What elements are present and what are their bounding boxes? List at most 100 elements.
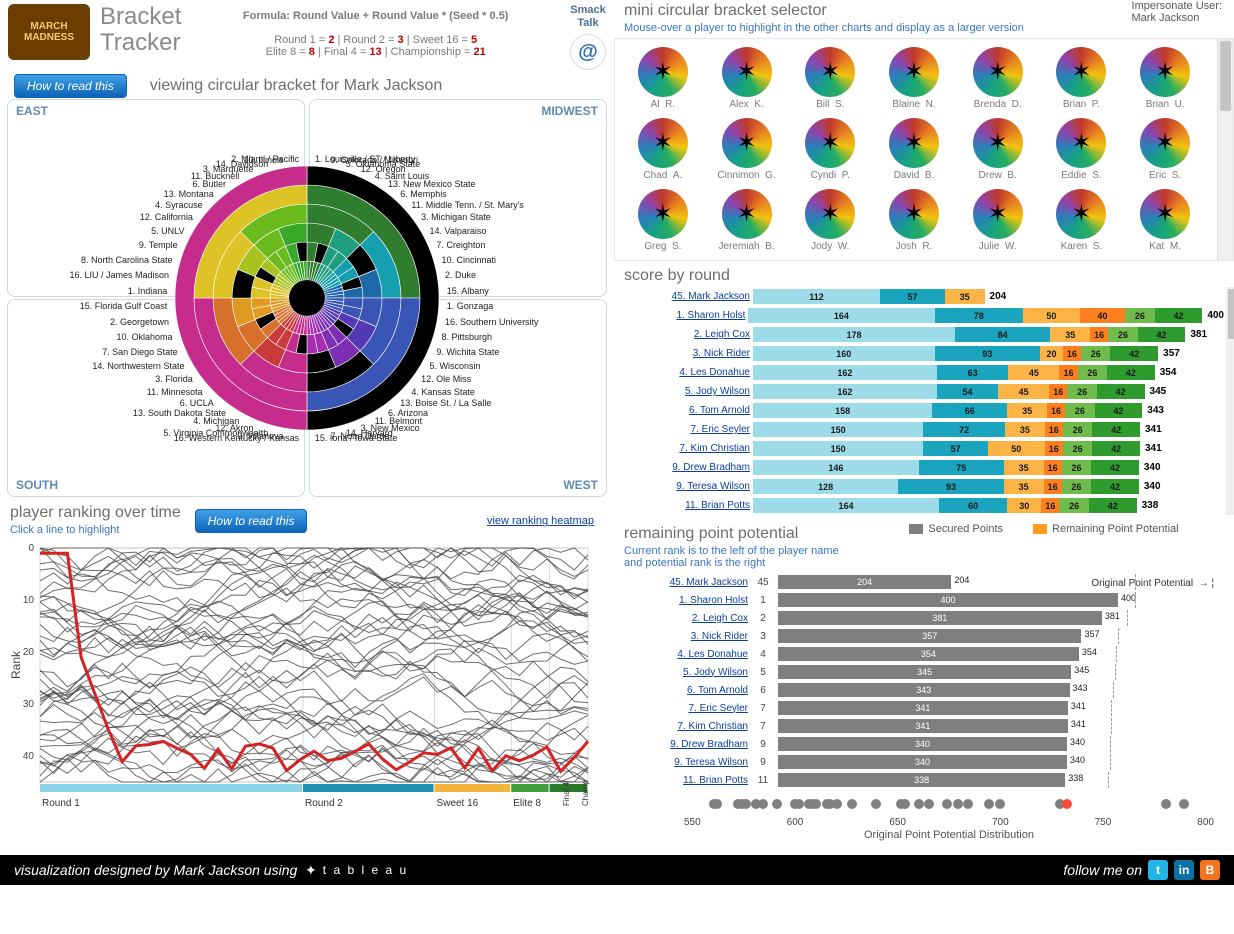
rpp-row[interactable]: 4. Les Donahue4354354 [624,645,1224,663]
distribution-dot[interactable] [995,799,1005,809]
distribution-dot[interactable] [847,799,857,809]
score-row[interactable]: 45. Mark Jackson1125735204 [624,287,1224,306]
distribution-dot[interactable] [741,799,751,809]
distribution-dot[interactable] [1179,799,1189,809]
mini-player-item[interactable]: Brian P. [1042,47,1122,110]
mini-player-item[interactable]: Karen S. [1042,189,1122,252]
rpp-row[interactable]: 5. Jody Wilson5345345 [624,663,1224,681]
mini-wheel-icon [722,189,772,239]
mini-player-item[interactable]: Chad A. [623,118,703,181]
rpp-row[interactable]: 7. Eric Seyler7341341 [624,699,1224,717]
svg-text:Sweet 16: Sweet 16 [437,798,479,809]
mini-player-item[interactable]: Josh R. [874,189,954,252]
distribution-dot[interactable] [1062,799,1072,809]
mini-player-item[interactable]: Eddie S. [1042,118,1122,181]
score-by-round-chart[interactable]: 45. Mark Jackson11257352041. Sharon Hols… [614,287,1234,515]
rpp-row[interactable]: 9. Teresa Wilson9340340 [624,753,1224,771]
mini-selector-hint: Mouse-over a player to highlight in the … [614,22,1234,38]
linkedin-icon[interactable]: in [1174,860,1194,880]
blogger-icon[interactable]: B [1200,860,1220,880]
mini-wheel-icon [889,47,939,97]
rpp-row[interactable]: 7. Kim Christian7341341 [624,717,1224,735]
mini-player-item[interactable]: David B. [874,118,954,181]
score-row[interactable]: 9. Teresa Wilson1289335162642340 [624,477,1224,496]
rpp-row[interactable]: 2. Leigh Cox2381381 [624,609,1224,627]
mini-player-item[interactable]: Brian U. [1125,47,1205,110]
rpp-row[interactable]: 9. Drew Bradham9340340 [624,735,1224,753]
rank-over-time-chart[interactable]: 010203040RankRound 1Round 2Sweet 16Elite… [10,542,604,815]
circular-bracket-chart[interactable]: EAST MIDWEST SOUTH WEST 1. Louisville / … [3,98,611,498]
rpp-row[interactable]: 1. Sharon Holst1400400 [624,591,1224,609]
rpp-row[interactable]: 6. Tom Arnold6343343 [624,681,1224,699]
mini-wheel-icon [805,189,855,239]
how-to-read-button[interactable]: How to read this [14,74,127,98]
rpp-row[interactable]: 3. Nick Rider3357357 [624,627,1224,645]
viewing-label: viewing circular bracket for Mark Jackso… [130,75,443,97]
score-row[interactable]: 4. Les Donahue1626345162642354 [624,363,1224,382]
scrollbar[interactable] [1217,39,1233,260]
distribution-dot[interactable] [900,799,910,809]
mini-selector-grid: Al R.Alex K.Bill S.Blaine N.Brenda D.Bri… [614,38,1234,261]
score-row[interactable]: 1. Sharon Holst1647850402642400 [624,306,1224,325]
score-row[interactable]: 9. Drew Bradham1467535162642340 [624,458,1224,477]
mini-player-item[interactable]: Cyndi P. [790,118,870,181]
mini-wheel-icon [1056,189,1106,239]
mini-wheel-icon [638,189,688,239]
mini-wheel-icon [1140,189,1190,239]
rpp-legend: Secured Points Remaining Point Potential [854,523,1234,537]
mini-player-item[interactable]: Julie W. [958,189,1038,252]
distribution-dot[interactable] [942,799,952,809]
mini-wheel-icon [1140,118,1190,168]
mini-player-item[interactable]: Al R. [623,47,703,110]
distribution-dot[interactable] [1161,799,1171,809]
mini-wheel-icon [889,189,939,239]
distribution-dot[interactable] [914,799,924,809]
mini-player-item[interactable]: Cinnimon G. [707,118,787,181]
logo-icon: MARCH MADNESS [8,4,90,60]
mini-player-item[interactable]: Jeremiah B. [707,189,787,252]
score-row[interactable]: 7. Kim Christian1505750162642341 [624,439,1224,458]
mini-wheel-icon [638,47,688,97]
rank-chart-hint: Click a line to highlight [10,524,181,540]
mini-player-item[interactable]: Alex K. [707,47,787,110]
score-by-round-title: score by round [614,261,1234,287]
score-row[interactable]: 3. Nick Rider1609320162642357 [624,344,1224,363]
score-row[interactable]: 5. Jody Wilson1625445162642345 [624,382,1224,401]
mini-player-item[interactable]: Drew B. [958,118,1038,181]
svg-text:30: 30 [23,699,35,710]
mini-wheel-icon [1056,118,1106,168]
rpp-row[interactable]: 45. Mark Jackson45204204Original Point P… [624,573,1224,591]
svg-text:Elite 8: Elite 8 [513,798,541,809]
view-heatmap-link[interactable]: view ranking heatmap [487,515,594,527]
rpp-row[interactable]: 11. Brian Potts11338338 [624,771,1224,789]
mini-player-item[interactable]: Greg S. [623,189,703,252]
mini-player-item[interactable]: Kat M. [1125,189,1205,252]
impersonate-value[interactable]: Mark Jackson [1132,12,1222,24]
svg-text:Final 4: Final 4 [562,782,571,807]
header: MARCH MADNESS Bracket Tracker Formula: R… [0,0,614,74]
mini-player-item[interactable]: Eric S. [1125,118,1205,181]
how-to-read-rank-button[interactable]: How to read this [195,509,308,533]
score-row[interactable]: 6. Tom Arnold1586635162642343 [624,401,1224,420]
mini-wheel-icon [973,189,1023,239]
mini-player-item[interactable]: Jody W. [790,189,870,252]
smack-talk-button[interactable]: Smack Talk @ [570,4,606,70]
formula-text: Formula: Round Value + Round Value * (Se… [191,4,560,58]
distribution-dot[interactable] [953,799,963,809]
score-row[interactable]: 11. Brian Potts1646030162642338 [624,496,1224,515]
mini-wheel-icon [1140,47,1190,97]
scrollbar[interactable] [1226,287,1234,515]
mini-player-item[interactable]: Blaine N. [874,47,954,110]
impersonate-label: Impersonate User: [1132,0,1222,12]
remaining-potential-chart[interactable]: 45. Mark Jackson45204204Original Point P… [614,573,1234,789]
score-row[interactable]: 7. Eric Seyler1507235162642341 [624,420,1224,439]
distribution-dot[interactable] [794,799,804,809]
mini-player-item[interactable]: Brenda D. [958,47,1038,110]
score-row[interactable]: 2. Leigh Cox1788435162642381 [624,325,1224,344]
twitter-icon[interactable]: t [1148,860,1168,880]
mini-wheel-icon [889,118,939,168]
mini-wheel-icon [805,118,855,168]
mini-player-item[interactable]: Bill S. [790,47,870,110]
point-distribution-strip[interactable]: 550600650700750800Original Point Potenti… [684,793,1214,849]
mini-wheel-icon [1056,47,1106,97]
